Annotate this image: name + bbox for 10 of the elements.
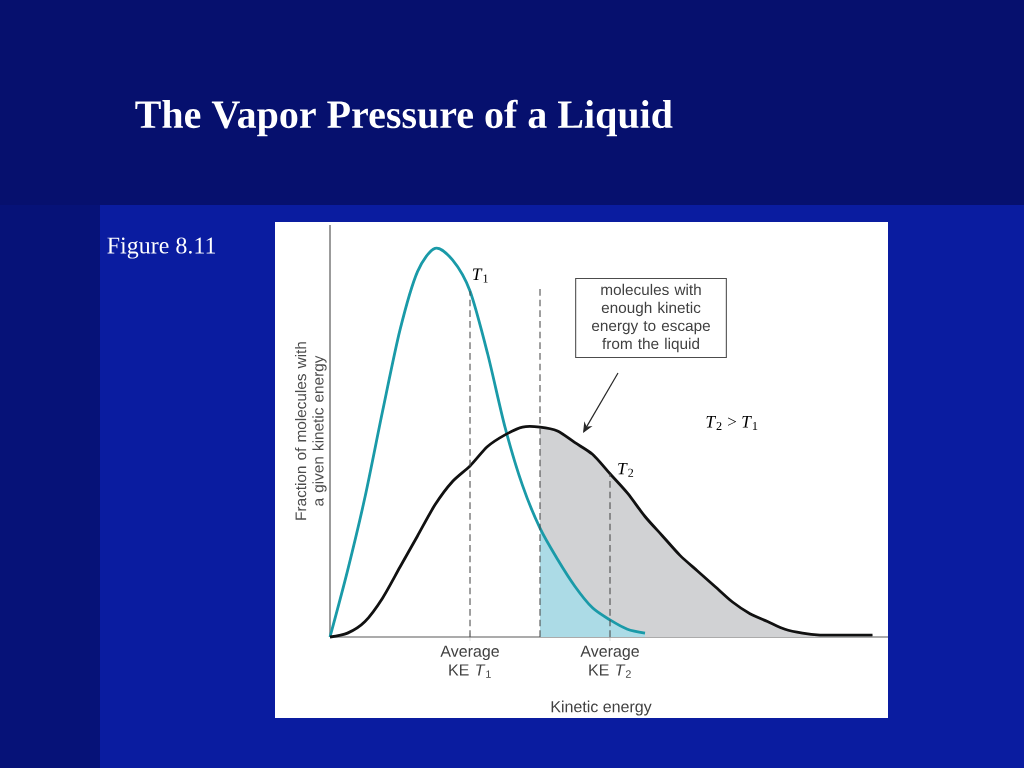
x-tick-label: Average KE T$_{1}$ [440, 645, 499, 678]
series-label: T$_{1}$ [472, 268, 488, 283]
caption: Figure 8.11 [107, 237, 216, 259]
x-tick-label: Average KE T$_{2}$ [580, 645, 639, 678]
chart-title: The Vapor Pressure of a Liquid [135, 99, 673, 137]
annotation: T$_{2}$ > T$_{1}$ [706, 416, 758, 430]
y-axis-title: Fraction of molecules with a given kinetic energy [295, 342, 327, 520]
series-label: T$_{2}$ [618, 462, 634, 477]
annotation: molecules with enough kinetic energy to escape from the liquid [591, 283, 710, 353]
x-axis-title: Kinetic energy [551, 700, 652, 716]
